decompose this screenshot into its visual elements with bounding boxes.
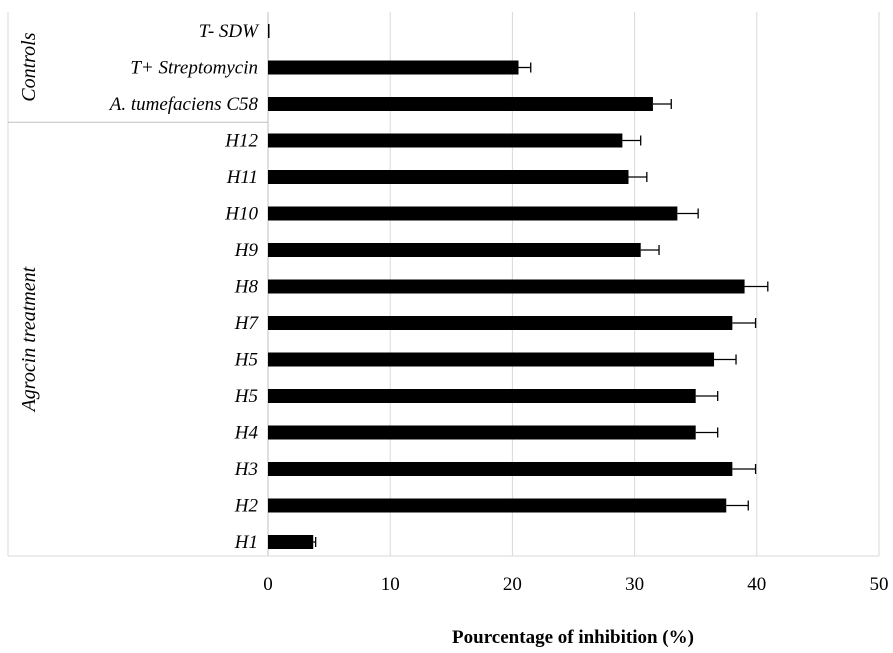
category-label: H5 [234,350,258,371]
bar [268,97,653,111]
x-tick-label: 20 [503,574,522,595]
bar [268,316,733,330]
bar [268,352,715,367]
bar [268,279,745,294]
category-label: H8 [234,277,259,298]
bar [268,462,733,476]
category-label: H4 [234,423,259,444]
category-label: A. tumefaciens C58 [108,94,259,115]
bar [268,133,623,148]
x-tick-label: 50 [870,574,889,595]
bar [268,170,629,184]
group-label: Controls [18,32,40,101]
bar [268,498,727,513]
category-label: H10 [224,204,258,225]
x-tick-label: 10 [381,574,400,595]
bar [268,206,678,221]
group-labels: Controls Agrocin treatment [18,32,40,413]
category-labels: T- SDW T+ Streptomycin A. tumefaciens C58 H… [108,21,260,553]
category-label: H5 [234,386,258,407]
category-label: H11 [226,167,258,188]
category-label: H2 [234,496,259,517]
category-label: T- SDW [199,21,260,42]
bar [268,60,519,75]
group-label: Agrocin treatment [18,266,40,413]
x-axis-title: Pourcentage of inhibition (%) [452,627,694,648]
x-tick-label: 40 [747,574,766,595]
category-label: H7 [234,313,260,334]
x-tick-label: 0 [263,574,273,595]
category-label: H9 [234,240,259,261]
error-bars [313,62,769,547]
x-tick-labels: 0 10 20 30 40 50 [263,574,888,595]
category-label: T+ Streptomycin [130,58,258,79]
bar [268,389,696,403]
bar [268,425,696,440]
x-tick-label: 30 [625,574,644,595]
category-label: H3 [234,459,258,480]
category-label: H1 [234,532,258,553]
category-label: H12 [224,131,258,152]
bar [268,243,641,257]
bar [268,535,314,549]
bar [268,24,270,38]
bars [268,24,745,549]
